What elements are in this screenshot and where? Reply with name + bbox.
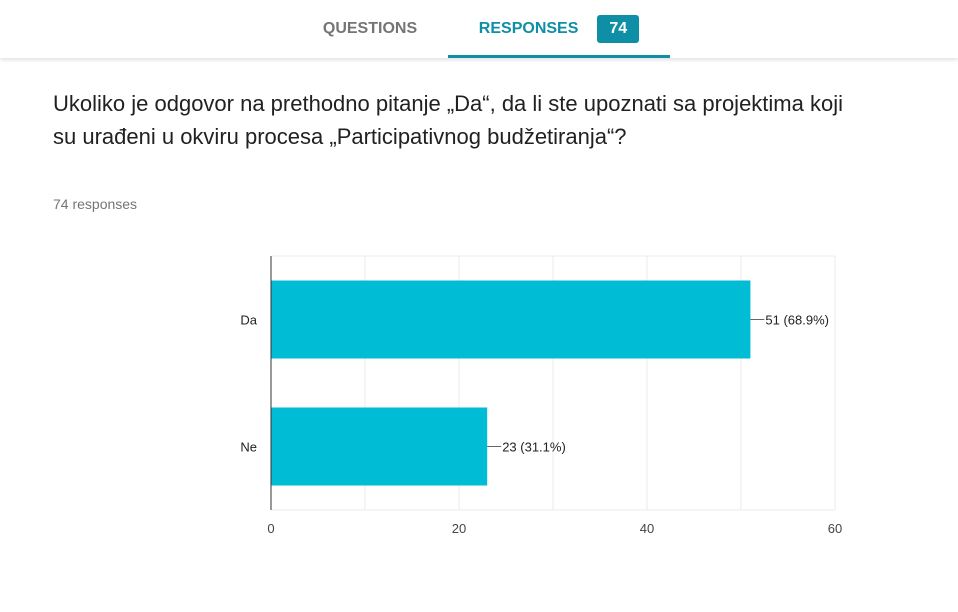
x-tick-label: 60 (828, 521, 842, 536)
x-tick-label: 0 (267, 521, 274, 536)
category-label: Da (240, 313, 257, 328)
x-tick-label: 20 (452, 521, 466, 536)
x-tick-label: 40 (640, 521, 654, 536)
responses-count-badge: 74 (597, 15, 640, 43)
bar-chart: Da 51 (68.9%) Ne 23 (31.1%) 0 20 40 60 (240, 255, 842, 536)
tab-responses-label: RESPONSES (478, 20, 579, 37)
tab-bar: QUESTIONS RESPONSES 74 (0, 0, 958, 58)
bar-ne (271, 407, 488, 486)
data-label: 51 (68.9%) (765, 313, 829, 328)
data-label: 23 (31.1%) (502, 440, 566, 455)
category-label: Ne (240, 440, 257, 455)
tab-questions[interactable]: QUESTIONS (300, 0, 440, 58)
tab-responses[interactable]: RESPONSES 74 (448, 0, 670, 58)
bar-da (271, 280, 751, 359)
response-count: 74 responses (53, 196, 138, 212)
tab-questions-label: QUESTIONS (322, 20, 418, 37)
question-title: Ukoliko je odgovor na prethodno pitanje … (53, 91, 843, 149)
